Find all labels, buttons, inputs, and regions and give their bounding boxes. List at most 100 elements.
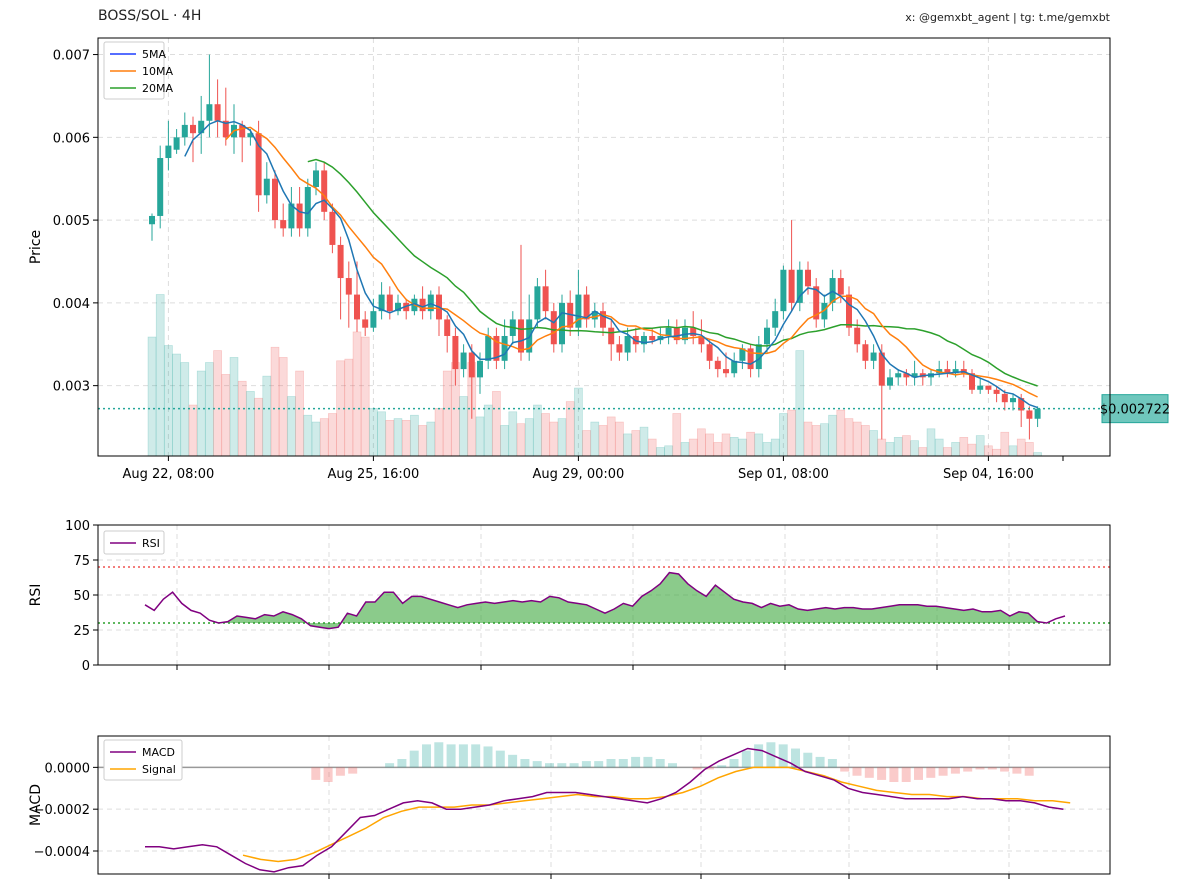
candle-body [862,344,869,361]
volume-bar [828,414,837,457]
price-ytick-label: 0.005 [53,214,90,229]
volume-bar [459,396,468,457]
rsi-ytick-label: 75 [73,554,90,569]
macd-histogram-bar [348,767,358,774]
candle-body [272,178,278,221]
candle-body [313,170,319,187]
macd-histogram-bar [889,767,899,782]
candle-body [895,373,902,378]
volume-bar [647,438,657,457]
rsi-ytick-label: 50 [73,589,90,604]
macd-histogram-bar [938,767,948,776]
candle-body [977,385,984,390]
candle-body [600,311,606,328]
volume-bar [951,442,960,457]
volume-bar [500,425,509,457]
candle-body [690,327,697,336]
candle-body [731,360,738,374]
candle-body [1034,408,1041,419]
volume-bar [524,418,534,457]
macd-histogram-bar [643,756,653,768]
macd-histogram-bar [434,742,444,768]
macd-histogram-bar [926,767,936,778]
candle-body [157,158,164,216]
price-xtick-label: Aug 29, 00:00 [533,467,625,482]
volume-bar [820,423,829,457]
candle-body [198,120,205,134]
volume-bar [861,425,870,457]
macd-histogram-bar [741,750,751,768]
volume-bar [959,436,969,457]
rsi-legend-label: RSI [142,537,160,550]
macd-histogram-bar [914,767,923,780]
candle-body [591,311,598,320]
volume-bar [639,426,649,457]
macd-legend-box [103,739,183,781]
macd-histogram-bar [385,763,395,768]
rsi-ytick-label: 100 [65,519,90,534]
volume-bar [992,448,1001,457]
macd-histogram-bar [717,765,727,768]
current-price-tag [1101,394,1169,424]
ma10-line [225,126,1038,398]
volume-bar [557,418,567,457]
rsi-ylabel: RSI [28,584,44,607]
candle-body [673,327,680,341]
macd-histogram-bar [655,759,665,768]
macd-histogram-bar [446,744,456,768]
candle-body [567,302,574,328]
macd-histogram-bar [409,750,419,768]
volume-bar [721,433,731,457]
candle-body [354,294,360,320]
macd-histogram-bar [692,767,702,770]
volume-bar [319,418,329,457]
macd-histogram-bar [532,761,542,768]
volume-bar [262,375,272,457]
candle-body [190,124,196,134]
volume-bar [360,336,370,457]
volume-bar [533,404,542,457]
volume-bar [746,431,755,457]
candle-body [878,352,885,386]
volume-bar [779,413,788,457]
volume-bar [656,447,665,457]
candle-body [739,348,746,361]
candle-body [805,269,811,287]
candle-body [550,311,557,345]
volume-bar [516,423,526,457]
candle-body [837,278,844,295]
macd-histogram-bar [311,767,321,780]
volume-bar [1025,442,1034,457]
volume-bar [426,421,436,457]
candle-body [1026,410,1033,419]
volume-bar [984,445,993,457]
volume-bar [270,346,280,457]
volume-bar [565,401,575,457]
volume-bar [254,397,263,457]
candle-body [395,302,401,312]
candle-body [641,335,647,345]
volume-bar [787,409,796,457]
macd-histogram-bar [569,763,579,768]
macd-histogram-bar [594,761,604,768]
volume-bar [705,433,714,457]
price-ytick-label: 0.007 [53,49,90,64]
macd-histogram-bar [815,756,825,768]
volume-bar [377,411,386,457]
candle-body [181,124,188,138]
candle-body [493,335,500,361]
macd-histogram-bar [864,767,874,778]
price-xtick-label: Sep 01, 08:00 [738,467,829,482]
candle-body [165,145,172,159]
volume-bar [795,350,805,457]
candle-body [255,133,262,196]
volume-bar [926,428,936,457]
volume-bar [188,404,198,457]
candle-body [1001,393,1008,403]
macd-histogram-bar [754,744,764,768]
macd-histogram-bar [495,750,505,768]
current-price-label: $0.002722 [1100,403,1170,418]
candle-body [222,120,229,138]
candle-body [460,352,467,370]
price-ylabel: Price [28,230,44,264]
